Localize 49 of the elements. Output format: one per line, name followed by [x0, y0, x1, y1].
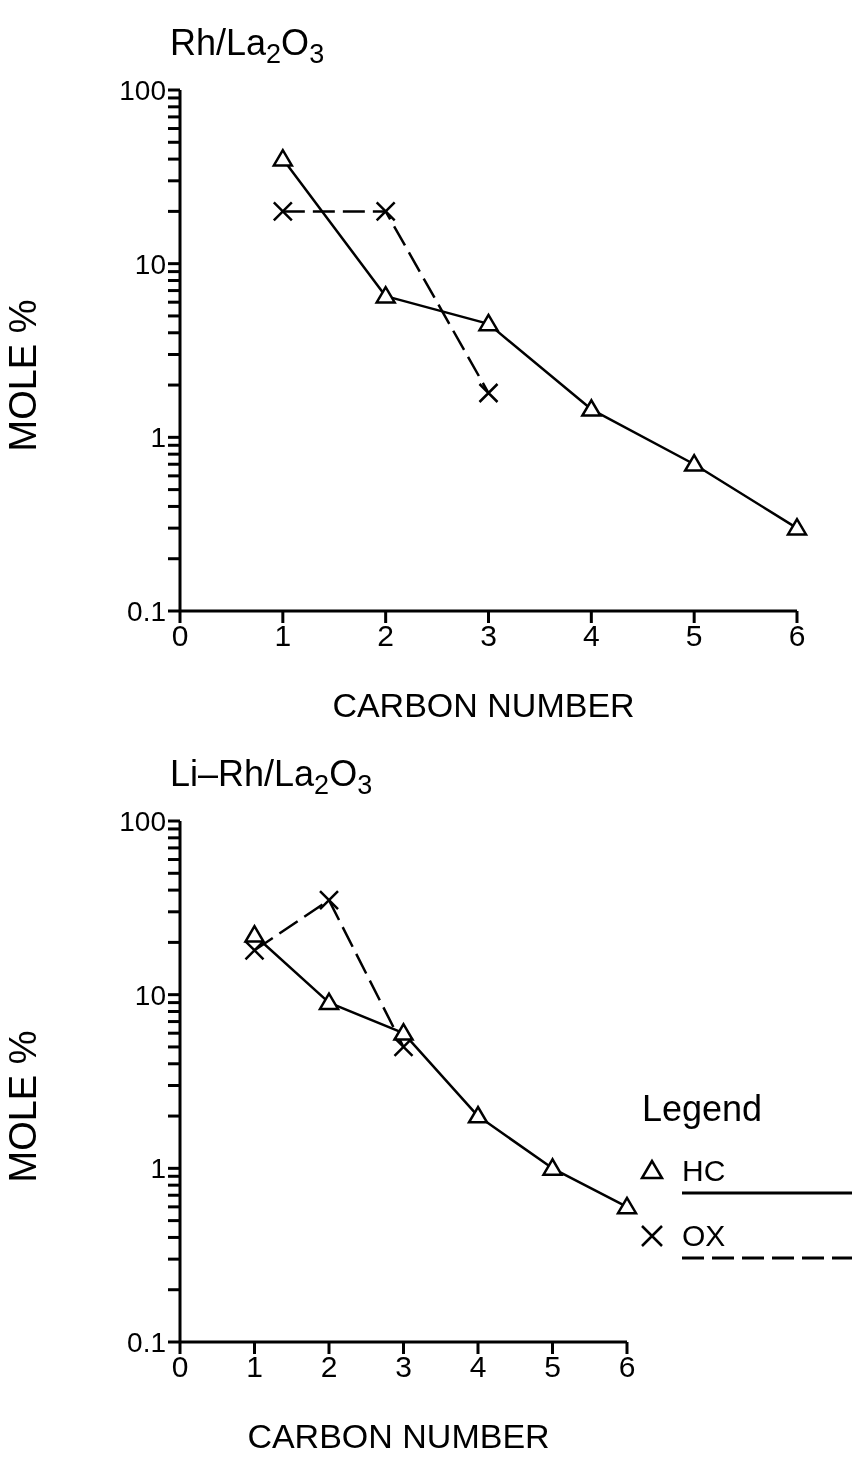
x-tick-label: 1 — [246, 1350, 263, 1384]
x-tick-label: 6 — [618, 1350, 636, 1384]
y-axis-title: MOLE % — [2, 1030, 44, 1183]
y-axis-title: MOLE % — [2, 299, 44, 452]
x-tick-label: 1 — [274, 619, 292, 653]
point — [272, 201, 294, 222]
point — [616, 1196, 638, 1215]
x-tick-label: 2 — [320, 1350, 338, 1384]
point — [244, 924, 265, 943]
point — [478, 382, 499, 404]
y-tick-label: 1 — [150, 1153, 166, 1185]
chart-title: Rh/La$_{2}$O$_{3}$ — [170, 22, 325, 70]
point — [393, 1022, 414, 1041]
y-tick-label: 1 — [150, 422, 166, 454]
legend-label: OX — [682, 1219, 726, 1252]
x-axis-title: CARBON NUMBER — [332, 686, 635, 724]
x-tick-label: 5 — [544, 1350, 561, 1384]
chart-title: Li–Rh/La$_{2}$O$_{3}$ — [170, 753, 373, 801]
legend-title: Legend — [642, 1088, 763, 1129]
x-tick-label: 3 — [395, 1350, 412, 1384]
point — [786, 517, 808, 536]
point — [375, 201, 396, 222]
x-tick-label: 4 — [582, 619, 600, 653]
x-tick-label: 5 — [685, 619, 703, 653]
x-tick-label: 3 — [480, 619, 497, 653]
y-tick-label: 0.1 — [127, 595, 166, 627]
legend-label: HC — [682, 1154, 726, 1187]
point — [272, 148, 294, 167]
y-tick-label: 10 — [134, 248, 166, 280]
point — [318, 992, 340, 1011]
point — [581, 399, 602, 417]
x-tick-label: 0 — [171, 619, 189, 653]
point — [393, 1036, 414, 1058]
y-tick-label: 100 — [119, 74, 166, 106]
y-tick-label: 0.1 — [127, 1326, 166, 1358]
x-tick-label: 4 — [469, 1350, 487, 1384]
point — [542, 1158, 563, 1176]
point — [375, 285, 396, 304]
point — [683, 453, 705, 472]
point — [318, 889, 340, 911]
x-tick-label: 0 — [171, 1350, 189, 1384]
x-axis-title: CARBON NUMBER — [247, 1417, 550, 1455]
y-tick-label: 10 — [134, 979, 166, 1011]
point — [244, 940, 265, 961]
x-tick-label: 6 — [788, 619, 806, 653]
point — [467, 1105, 489, 1124]
y-tick-label: 100 — [119, 805, 166, 837]
point — [478, 313, 499, 332]
x-tick-label: 2 — [377, 619, 395, 653]
